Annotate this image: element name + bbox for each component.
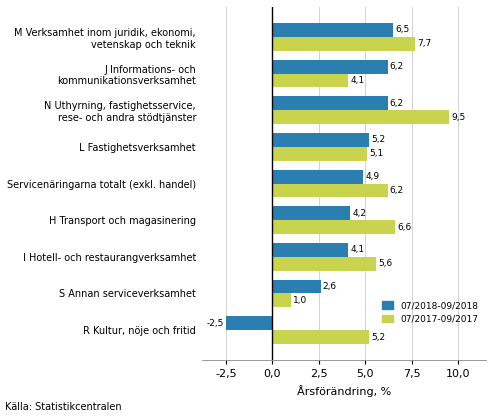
Text: -2,5: -2,5	[206, 319, 223, 328]
Text: 5,2: 5,2	[371, 135, 386, 144]
Text: Källa: Statistikcentralen: Källa: Statistikcentralen	[5, 402, 122, 412]
Text: 6,6: 6,6	[397, 223, 412, 232]
Bar	[272, 220, 395, 234]
Text: 2,6: 2,6	[323, 282, 337, 291]
Bar	[272, 280, 320, 293]
Bar	[272, 243, 349, 257]
Text: 9,5: 9,5	[451, 113, 465, 122]
Bar	[272, 96, 387, 110]
Bar	[272, 257, 376, 271]
Bar	[272, 147, 367, 161]
Text: 5,1: 5,1	[369, 149, 384, 158]
Bar	[272, 23, 393, 37]
Text: 4,2: 4,2	[352, 209, 367, 218]
Text: 4,1: 4,1	[351, 245, 365, 254]
Bar	[272, 183, 387, 198]
Bar	[272, 110, 449, 124]
Bar	[272, 293, 291, 307]
Text: 5,2: 5,2	[371, 332, 386, 342]
Text: 6,2: 6,2	[390, 99, 404, 108]
Text: 7,7: 7,7	[418, 40, 432, 48]
Text: 4,1: 4,1	[351, 76, 365, 85]
X-axis label: Årsförändring, %: Årsförändring, %	[297, 385, 391, 396]
Text: 6,2: 6,2	[390, 186, 404, 195]
Bar	[272, 37, 416, 51]
Text: 6,5: 6,5	[395, 25, 410, 35]
Text: 6,2: 6,2	[390, 62, 404, 71]
Bar	[272, 206, 351, 220]
Bar	[272, 330, 369, 344]
Bar	[272, 170, 363, 183]
Bar	[272, 59, 387, 74]
Text: 4,9: 4,9	[366, 172, 380, 181]
Bar	[272, 74, 349, 87]
Bar	[272, 133, 369, 147]
Text: 1,0: 1,0	[293, 296, 307, 305]
Bar	[226, 316, 272, 330]
Text: 5,6: 5,6	[379, 259, 393, 268]
Legend: 07/2018-09/2018, 07/2017-09/2017: 07/2018-09/2018, 07/2017-09/2017	[378, 297, 482, 327]
